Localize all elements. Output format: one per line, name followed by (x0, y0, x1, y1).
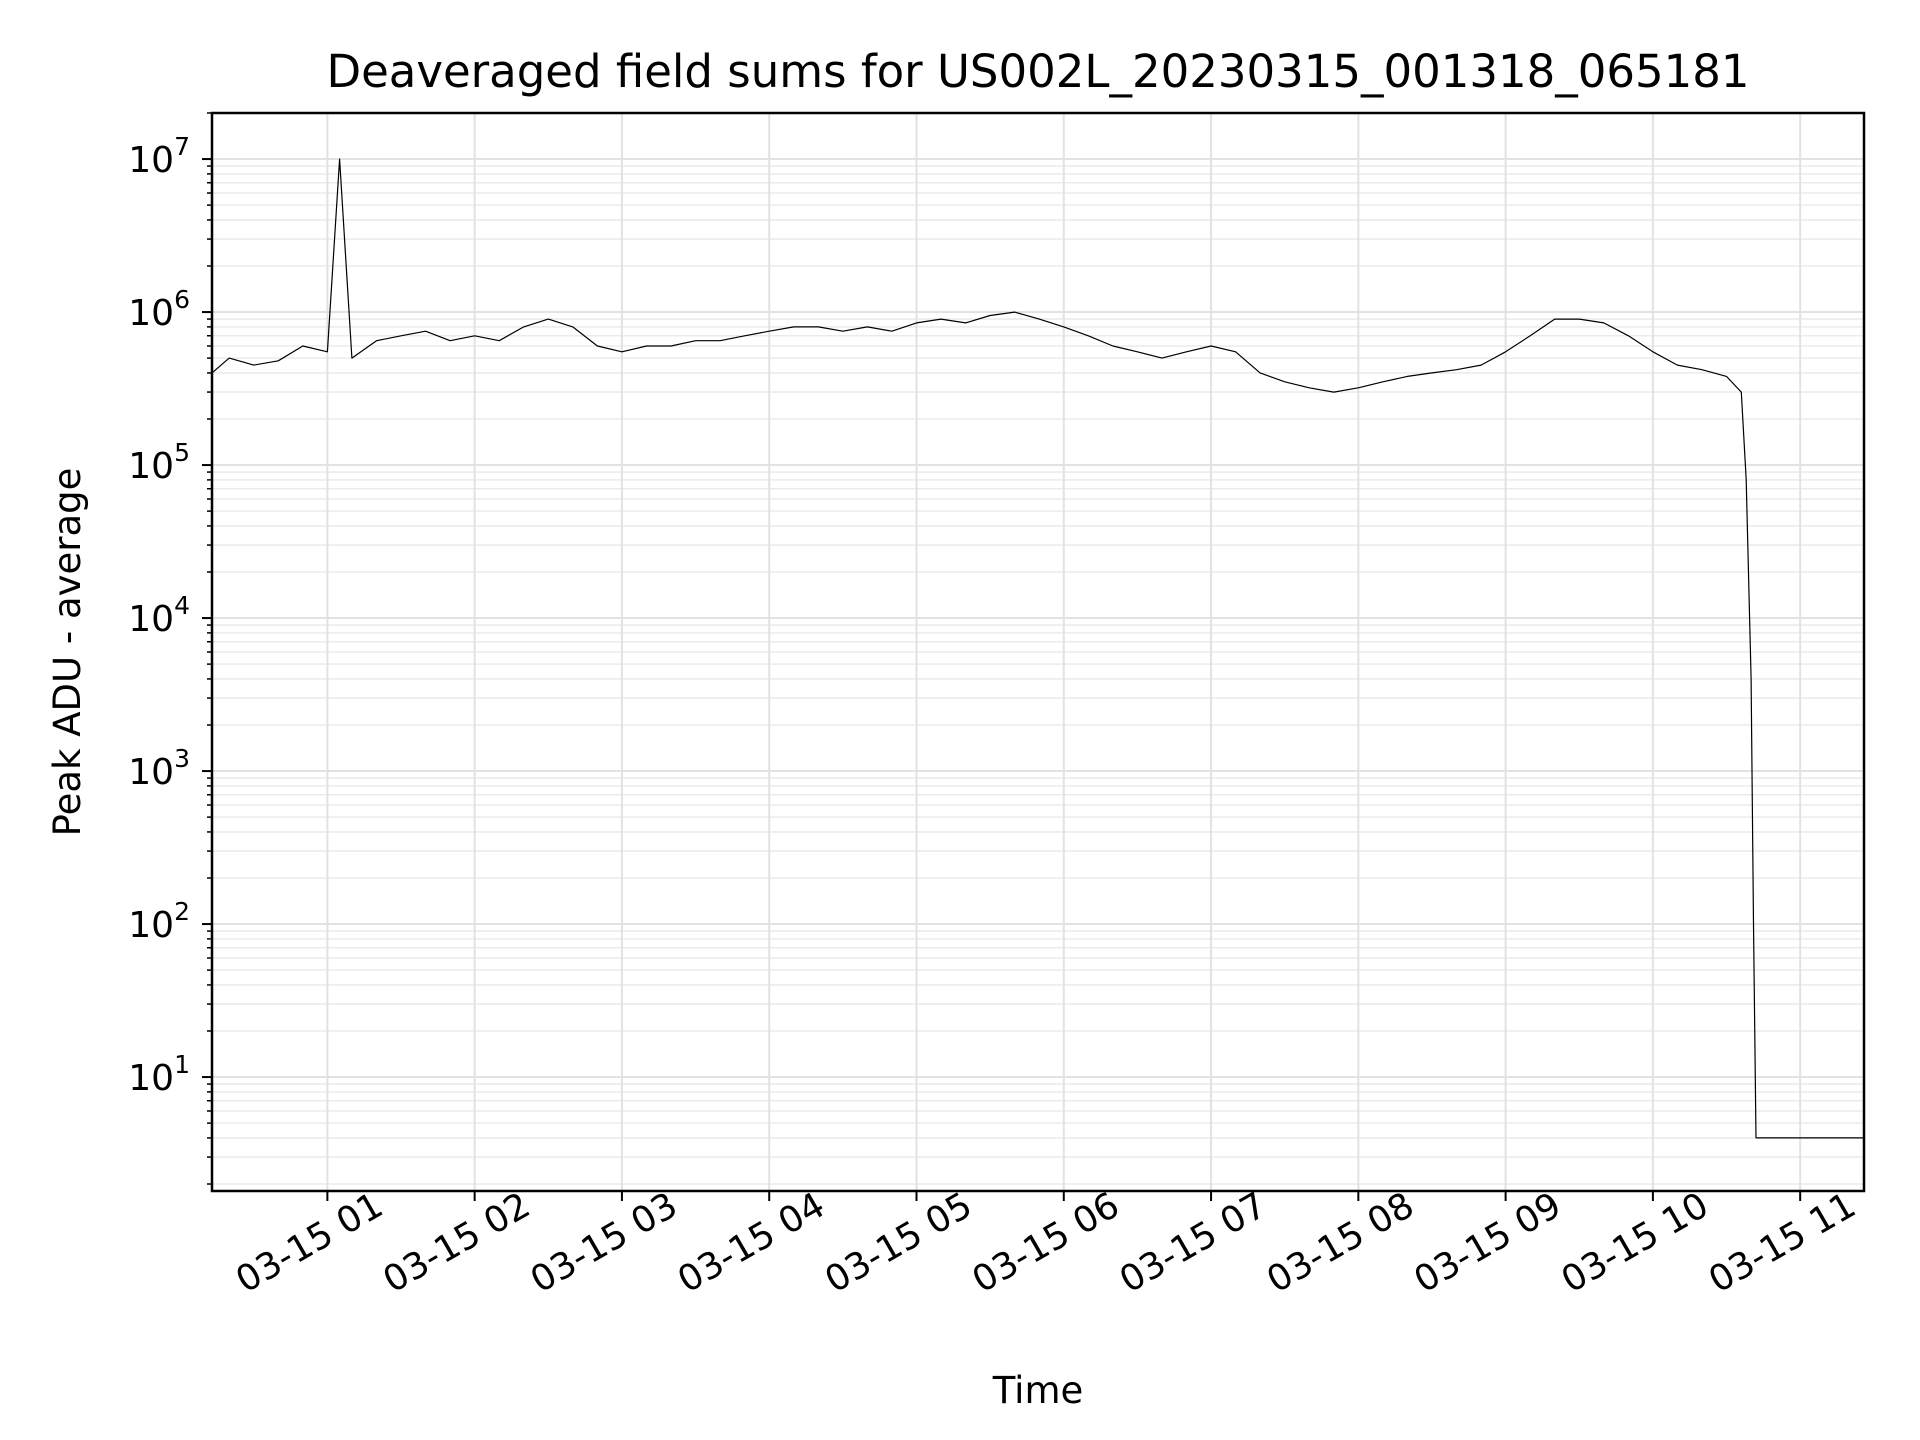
chart-title: Deaveraged field sums for US002L_2023031… (326, 45, 1749, 98)
y-tick-label: 101 (128, 1050, 190, 1099)
x-axis-label: Time (992, 1369, 1084, 1412)
y-axis-ticks: 101 102 103 104 105 106 107 (128, 112, 212, 1185)
y-tick-label: 103 (128, 744, 190, 793)
y-tick-label: 104 (128, 591, 190, 640)
y-tick-label: 102 (128, 897, 190, 946)
y-tick-label: 105 (128, 438, 190, 487)
gridlines (212, 112, 1864, 1191)
series-line (211, 158, 1864, 1139)
y-tick-label: 107 (128, 132, 190, 181)
y-axis-label: Peak ADU - average (46, 468, 89, 837)
y-tick-label: 106 (128, 285, 190, 334)
